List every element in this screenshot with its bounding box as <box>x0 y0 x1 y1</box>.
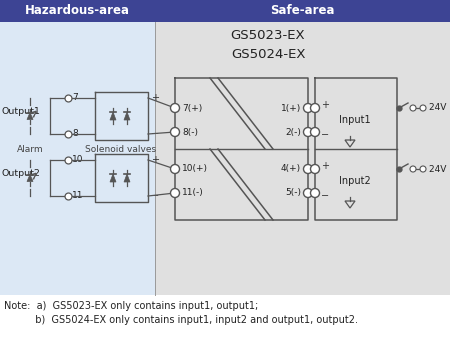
Text: 24V DC: 24V DC <box>429 164 450 174</box>
Text: +: + <box>321 100 329 110</box>
Circle shape <box>171 164 180 174</box>
Circle shape <box>310 189 320 197</box>
Text: 4(+): 4(+) <box>281 164 301 174</box>
Text: +: + <box>151 93 159 103</box>
Text: Output1: Output1 <box>2 107 41 117</box>
Polygon shape <box>110 112 116 120</box>
Text: Input2: Input2 <box>339 176 371 186</box>
Circle shape <box>303 104 312 112</box>
Text: 2(-): 2(-) <box>285 127 301 136</box>
Circle shape <box>420 166 426 172</box>
Circle shape <box>303 164 312 174</box>
Text: 11: 11 <box>72 191 84 201</box>
Polygon shape <box>124 112 130 120</box>
Text: 7: 7 <box>72 93 78 103</box>
Text: 7(+): 7(+) <box>182 104 202 112</box>
Polygon shape <box>27 175 33 182</box>
Text: 8: 8 <box>72 130 78 139</box>
Bar <box>0 295 450 350</box>
Circle shape <box>303 127 312 136</box>
Circle shape <box>303 189 312 197</box>
Circle shape <box>410 105 416 111</box>
Polygon shape <box>27 112 33 119</box>
Text: 10(+): 10(+) <box>182 164 208 174</box>
Text: 11(-): 11(-) <box>182 189 204 197</box>
Text: Note:  a)  GS5023-EX only contains input1, output1;: Note: a) GS5023-EX only contains input1,… <box>4 301 258 311</box>
Text: Safe-area: Safe-area <box>270 5 335 18</box>
Text: b)  GS5024-EX only contains input1, input2 and output1, output2.: b) GS5024-EX only contains input1, input… <box>4 315 358 325</box>
Text: −: − <box>151 191 159 201</box>
Text: +: + <box>151 155 159 165</box>
Polygon shape <box>110 174 116 182</box>
Polygon shape <box>124 174 130 182</box>
Text: Alarm: Alarm <box>17 145 43 154</box>
Text: −: − <box>321 191 329 201</box>
Text: −: − <box>151 129 159 139</box>
Bar <box>0 0 155 22</box>
Bar <box>155 0 450 22</box>
Text: Output2: Output2 <box>2 169 41 178</box>
Circle shape <box>171 104 180 112</box>
Text: +: + <box>321 161 329 171</box>
Circle shape <box>310 104 320 112</box>
Text: 24V DC: 24V DC <box>429 104 450 112</box>
Bar <box>0 22 155 295</box>
Circle shape <box>171 189 180 197</box>
Text: 1(+): 1(+) <box>281 104 301 112</box>
Circle shape <box>171 127 180 136</box>
Text: 5(-): 5(-) <box>285 189 301 197</box>
Text: Solenoid valves: Solenoid valves <box>86 145 157 154</box>
Circle shape <box>310 127 320 136</box>
Text: −: − <box>321 130 329 140</box>
Text: 10: 10 <box>72 155 84 164</box>
Text: Hazardous-area: Hazardous-area <box>25 5 130 18</box>
Text: GS5023-EX
GS5024-EX: GS5023-EX GS5024-EX <box>231 29 305 61</box>
Circle shape <box>420 105 426 111</box>
Circle shape <box>310 164 320 174</box>
Text: 8(-): 8(-) <box>182 127 198 136</box>
Circle shape <box>410 166 416 172</box>
Text: Input1: Input1 <box>339 115 371 125</box>
Bar <box>155 22 450 295</box>
